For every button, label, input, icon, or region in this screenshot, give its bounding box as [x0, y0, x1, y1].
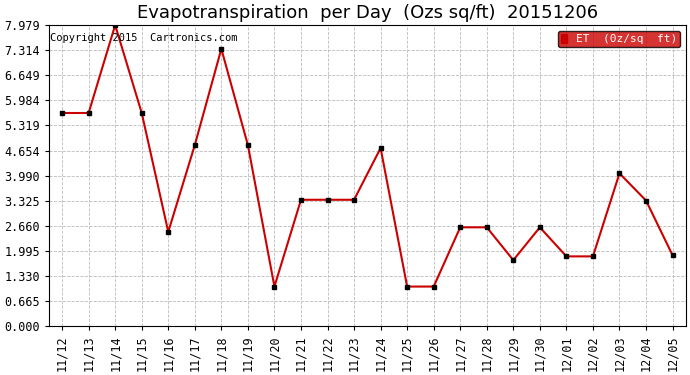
Legend: ET  (0z/sq  ft): ET (0z/sq ft) — [558, 31, 680, 48]
Text: Copyright 2015  Cartronics.com: Copyright 2015 Cartronics.com — [50, 33, 237, 43]
Title: Evapotranspiration  per Day  (Ozs sq/ft)  20151206: Evapotranspiration per Day (Ozs sq/ft) 2… — [137, 4, 598, 22]
